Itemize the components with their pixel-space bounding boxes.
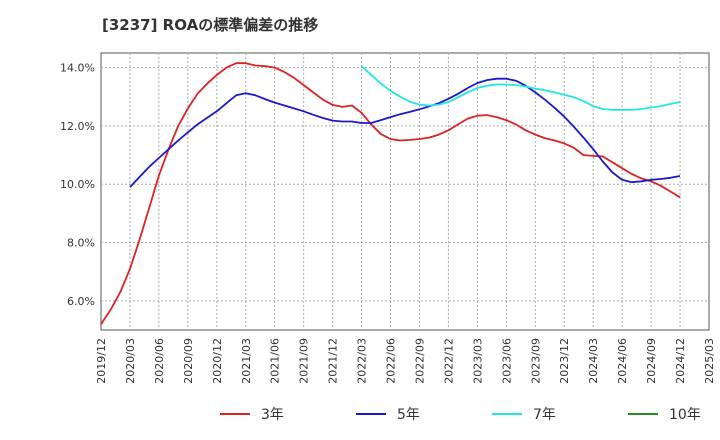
y-tick-label: 14.0% (60, 62, 95, 75)
x-tick-label: 2023/12 (558, 338, 571, 384)
grid (101, 53, 709, 330)
y-tick-label: 12.0% (60, 120, 95, 133)
x-tick-label: 2019/12 (95, 338, 108, 384)
x-tick-label: 2020/09 (182, 338, 195, 384)
chart-title: [3237] ROAの標準偏差の推移 (102, 16, 319, 34)
x-tick-label: 2021/09 (298, 338, 311, 384)
x-tick-label: 2022/03 (356, 338, 369, 384)
legend-label: 7年 (533, 407, 556, 423)
legend-label: 5年 (397, 407, 420, 423)
y-tick-label: 10.0% (60, 178, 95, 191)
series-lines (100, 62, 681, 325)
x-tick-label: 2022/12 (442, 338, 455, 384)
x-tick-label: 2025/03 (703, 338, 716, 384)
x-tick-label: 2021/06 (269, 338, 282, 384)
x-tick-label: 2024/06 (616, 338, 629, 384)
x-tick-label: 2022/06 (385, 338, 398, 384)
series-line-3年 (100, 62, 681, 325)
y-axis-ticks: 6.0% 8.0% 10.0% 12.0% 14.0% (60, 62, 95, 308)
x-tick-label: 2020/03 (124, 338, 137, 384)
x-tick-label: 2023/03 (471, 338, 484, 384)
x-axis-ticks: 2019/12 2020/03 2020/06 2020/09 2020/12 2021/… (95, 338, 716, 384)
y-tick-label: 6.0% (67, 295, 95, 308)
plot-area (100, 52, 710, 331)
x-tick-label: 2024/12 (674, 338, 687, 384)
x-tick-label: 2022/09 (413, 338, 426, 384)
series-line-5年 (129, 77, 681, 188)
x-tick-label: 2023/06 (500, 338, 513, 384)
legend: 3年 5年 7年 10年 (220, 407, 701, 423)
series-line-7年 (360, 65, 681, 111)
x-tick-label: 2021/12 (327, 338, 340, 384)
x-tick-label: 2024/03 (587, 338, 600, 384)
legend-label: 3年 (261, 407, 284, 423)
x-tick-label: 2024/09 (645, 338, 658, 384)
x-tick-label: 2020/06 (153, 338, 166, 384)
legend-label: 10年 (669, 407, 701, 423)
x-tick-label: 2023/09 (529, 338, 542, 384)
y-tick-label: 8.0% (67, 237, 95, 250)
x-tick-label: 2021/03 (240, 338, 253, 384)
x-tick-label: 2020/12 (211, 338, 224, 384)
